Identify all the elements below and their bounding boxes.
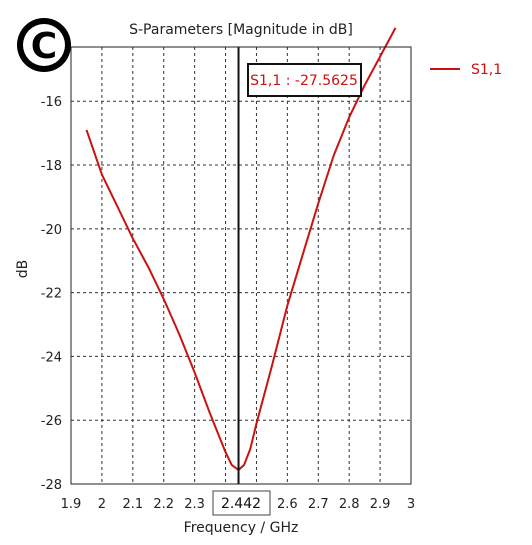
cursor-readout-label: 2.442 [221,496,261,512]
copyright-icon: C [17,18,71,72]
x-tick-label: 2.3 [184,497,205,512]
x-axis-title: Frequency / GHz [184,520,299,536]
x-tick-label: 2.6 [277,497,298,512]
legend-label-s11: S1,1 [471,62,502,78]
legend: S1,1 [430,62,502,78]
series-layer [85,27,397,471]
marker-box: S1,1 : -27.5625 [247,63,362,97]
y-tick-label: -28 [41,478,62,493]
x-tick-label: 2.2 [153,497,174,512]
logo-text: C [31,26,57,67]
series-line-s11 [85,27,397,471]
x-tick-label: 2.1 [122,497,143,512]
y-tick-label: -18 [41,159,62,174]
plot-frame [70,46,412,485]
y-tick-label: -16 [41,95,62,110]
y-tick-label: -26 [41,414,62,429]
cursor-readout-frame [212,490,271,516]
x-tick-label: 1.9 [61,497,82,512]
y-tick-labels: -28 -26 -24 -22 -20 -18 -16 [41,95,62,493]
marker-frame [247,63,362,97]
y-tick-label: -24 [41,350,62,365]
x-tick-label: 3 [407,497,415,512]
chart-title: S-Parameters [Magnitude in dB] [129,22,353,38]
y-tick-label: -20 [41,223,62,238]
x-tick-label: 2 [98,497,106,512]
y-tick-label: -22 [41,287,62,302]
x-tick-label: 2.8 [339,497,360,512]
y-axis-title: dB [15,260,31,279]
marker-label: S1,1 : -27.5625 [250,73,358,89]
x-tick-label: 2.7 [308,497,329,512]
x-tick-labels: 1.9 2 2.1 2.2 2.3 2.6 2.7 2.8 2.9 3 [61,497,415,512]
x-tick-label: 2.9 [370,497,391,512]
cursor-readout: 2.442 [212,490,271,516]
grid-layer [71,47,411,484]
